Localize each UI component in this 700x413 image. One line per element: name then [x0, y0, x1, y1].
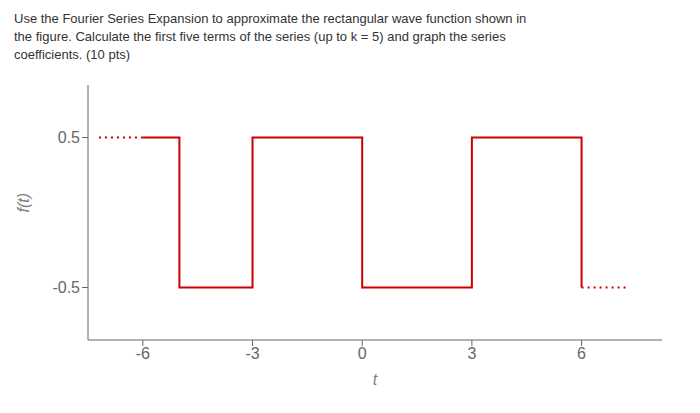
- svg-text:0.5: 0.5: [58, 129, 80, 146]
- svg-text:-6: -6: [136, 345, 150, 362]
- html-text:coefficients. (10 pts): coefficients. (10 pts): [14, 47, 131, 62]
- svg-text:0: 0: [358, 345, 367, 362]
- svg-text:f(t): f(t): [15, 193, 32, 213]
- svg-text:6: 6: [577, 345, 586, 362]
- svg-text:-0.5: -0.5: [52, 279, 80, 296]
- svg-text:3: 3: [467, 345, 476, 362]
- svg-text:-3: -3: [245, 345, 259, 362]
- svg-text:t: t: [373, 371, 378, 388]
- html-text:the figure. Calculate the firs: the figure. Calculate the first five ter…: [14, 29, 506, 44]
- html-text:Use the Fourier Series Expansi: Use the Fourier Series Expansion to appr…: [14, 11, 527, 26]
